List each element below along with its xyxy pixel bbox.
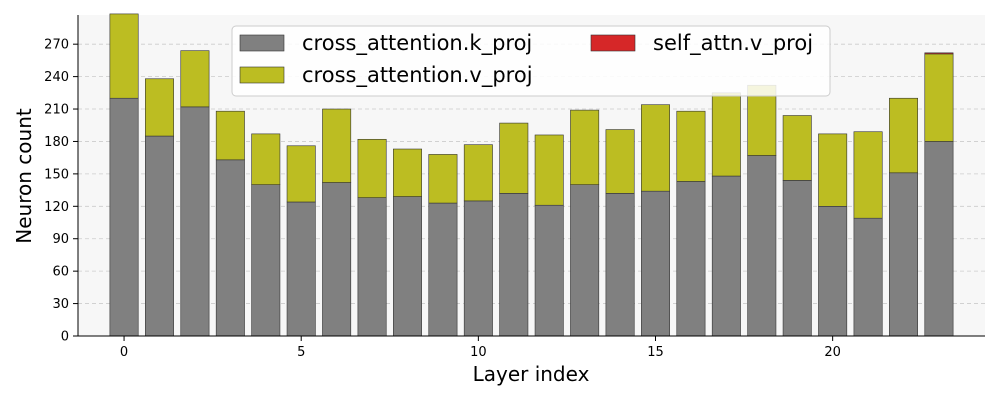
bar-segment-series-0 bbox=[393, 196, 422, 337]
bar-segment-series-1 bbox=[853, 131, 883, 219]
y-tick-label: 150 bbox=[44, 167, 69, 182]
bar-segment-series-1 bbox=[357, 138, 387, 198]
bar-segment-series-0 bbox=[818, 206, 848, 337]
legend-label: self_attn.v_proj bbox=[653, 31, 813, 56]
bar-segment-series-1 bbox=[215, 110, 245, 161]
bar-segment-series-1 bbox=[711, 92, 741, 177]
bar-segment-series-0 bbox=[180, 106, 210, 337]
legend-swatch bbox=[590, 34, 636, 52]
bar-segment-series-1 bbox=[463, 144, 493, 202]
bar-segment-series-0 bbox=[215, 159, 245, 337]
bar-segment-series-0 bbox=[641, 190, 670, 337]
bar-segment-series-0 bbox=[676, 181, 706, 337]
y-tick-label: 30 bbox=[52, 297, 69, 312]
bar-segment-series-0 bbox=[357, 197, 387, 337]
x-tick-label: 15 bbox=[647, 345, 664, 360]
bar-segment-series-1 bbox=[322, 108, 352, 183]
bar-segment-series-1 bbox=[534, 134, 564, 206]
bar-segment-series-1 bbox=[251, 133, 281, 185]
y-tick-label: 240 bbox=[44, 70, 69, 85]
y-tick-label: 180 bbox=[44, 135, 69, 150]
bar-segment-series-1 bbox=[605, 129, 635, 194]
x-tick-label: 0 bbox=[120, 345, 128, 360]
bar-segment-series-1 bbox=[109, 13, 139, 99]
bar-segment-series-0 bbox=[109, 97, 139, 337]
x-ticks: 0 5 10 15 20 bbox=[120, 336, 841, 360]
bar-segment-series-1 bbox=[570, 109, 600, 185]
x-axis-label: Layer index bbox=[473, 362, 590, 386]
bar-segment-series-0 bbox=[322, 182, 352, 337]
bar-segment-series-0 bbox=[428, 202, 458, 337]
bar-segment-series-0 bbox=[286, 201, 316, 337]
bar-segment-series-1 bbox=[286, 145, 316, 203]
legend-label: cross_attention.k_proj bbox=[302, 31, 532, 56]
y-tick-label: 210 bbox=[44, 103, 69, 118]
bar-segment-series-0 bbox=[499, 193, 529, 337]
bar-segment-series-1 bbox=[428, 154, 458, 204]
bar-segment-series-0 bbox=[463, 200, 493, 337]
bar-segment-series-0 bbox=[605, 193, 635, 337]
y-tick-label: 270 bbox=[44, 38, 69, 53]
bar-segment-series-1 bbox=[818, 133, 848, 207]
bar-segment-series-0 bbox=[924, 141, 954, 337]
y-tick-label: 60 bbox=[52, 265, 69, 280]
bar-segment-series-1 bbox=[180, 50, 210, 108]
bar-segment-series-1 bbox=[676, 110, 706, 182]
bar-segment-series-0 bbox=[534, 204, 564, 337]
legend: cross_attention.k_proj cross_attention.v_… bbox=[231, 25, 831, 97]
bar-segment-series-1 bbox=[924, 53, 954, 142]
bar-segment-series-1 bbox=[499, 122, 529, 194]
y-tick-label: 0 bbox=[61, 330, 69, 345]
bars bbox=[109, 13, 954, 337]
x-tick-label: 20 bbox=[824, 345, 841, 360]
legend-swatch bbox=[239, 34, 285, 52]
bar-segment-series-1 bbox=[393, 148, 422, 197]
legend-box bbox=[231, 25, 831, 97]
legend-swatch bbox=[239, 66, 285, 84]
bar-segment-series-0 bbox=[711, 175, 741, 337]
x-tick-label: 10 bbox=[470, 345, 487, 360]
bar-segment-series-0 bbox=[251, 184, 281, 337]
y-ticks: 0 30 60 90 120 150 180 210 240 270 bbox=[44, 38, 78, 345]
legend-label: cross_attention.v_proj bbox=[302, 63, 533, 88]
bar-segment-series-1 bbox=[145, 78, 174, 137]
bar-segment-series-0 bbox=[889, 172, 918, 337]
bar-segment-series-0 bbox=[853, 217, 883, 337]
bar-segment-series-0 bbox=[145, 135, 174, 337]
bar-segment-series-0 bbox=[747, 155, 777, 337]
x-tick-label: 5 bbox=[297, 345, 305, 360]
bar-segment-series-0 bbox=[782, 180, 812, 337]
bar-segment-series-1 bbox=[747, 84, 777, 156]
y-axis-label: Neuron count bbox=[12, 108, 36, 244]
bar-segment-series-1 bbox=[889, 97, 918, 174]
y-tick-label: 90 bbox=[52, 232, 69, 247]
bar-segment-series-1 bbox=[641, 104, 670, 192]
bar-segment-series-2 bbox=[924, 52, 954, 55]
bar-segment-series-0 bbox=[570, 184, 600, 337]
bar-segment-series-1 bbox=[782, 115, 812, 181]
y-tick-label: 120 bbox=[44, 200, 69, 215]
